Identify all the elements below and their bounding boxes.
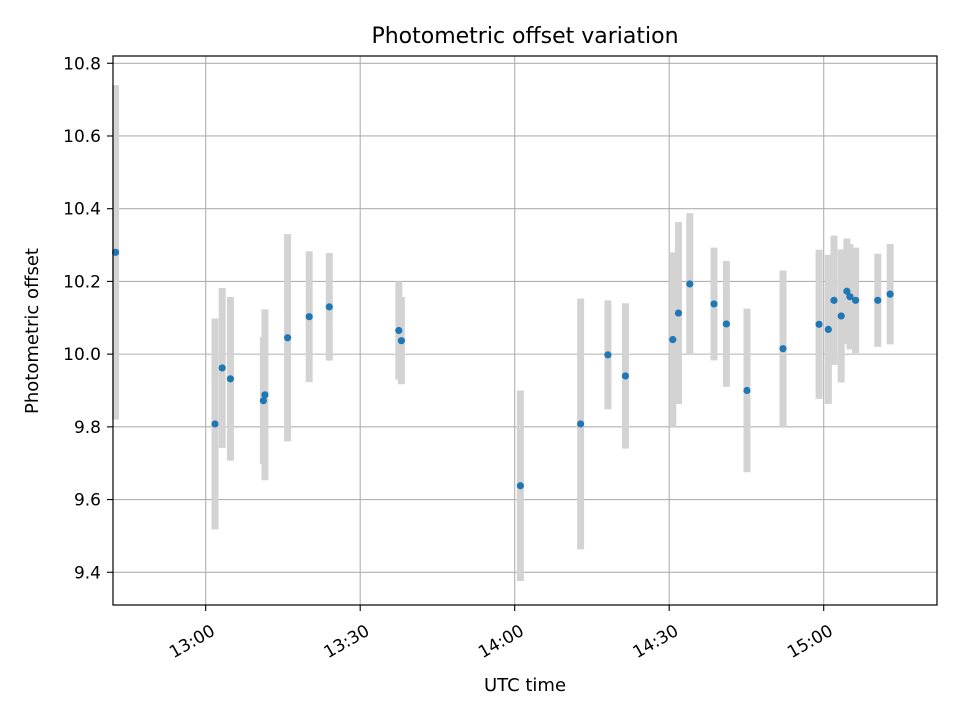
y-tick-label: 10.4: [63, 200, 101, 220]
y-tick-label: 10.8: [63, 54, 101, 74]
data-point: [852, 296, 860, 304]
data-point: [261, 391, 269, 399]
data-point: [846, 293, 854, 301]
x-axis-title: UTC time: [484, 675, 566, 696]
y-tick-label: 10.2: [63, 272, 101, 292]
data-point: [516, 482, 524, 490]
data-point: [824, 325, 832, 334]
grid: [113, 56, 937, 605]
data-point: [686, 280, 694, 288]
data-point: [779, 345, 787, 353]
data-point: [283, 334, 292, 342]
data-point: [577, 420, 585, 428]
data-point: [815, 320, 823, 328]
y-tick-label: 10.6: [63, 127, 101, 147]
y-tick-label: 9.4: [74, 563, 101, 583]
plot-frame: [112, 55, 938, 606]
data-point: [111, 248, 120, 256]
data-point: [722, 320, 730, 328]
y-axis: 9.4 9.6 9.8 10.0 10.2 10.4 10.6 10.8: [63, 54, 113, 583]
data-point: [837, 312, 845, 320]
data-point: [886, 290, 894, 298]
data-point: [259, 397, 267, 405]
data-point: [621, 372, 630, 380]
data-point: [710, 300, 718, 308]
data-point: [830, 296, 838, 304]
data-point: [604, 351, 612, 359]
data-point: [395, 326, 403, 335]
data-point: [226, 375, 235, 383]
data-point: [397, 337, 405, 345]
data-point: [743, 386, 751, 395]
chart-title: Photometric offset variation: [371, 24, 678, 49]
data-point: [305, 313, 313, 321]
data-point: [874, 296, 882, 304]
y-axis-title: Photometric offset: [22, 248, 43, 414]
y-tick-label: 9.6: [74, 491, 101, 511]
y-tick-label: 10.0: [63, 345, 101, 365]
data-point: [674, 309, 683, 317]
data-point: [325, 303, 333, 311]
data-point: [669, 335, 677, 344]
y-tick-label: 9.8: [74, 418, 101, 438]
data-point: [218, 364, 226, 372]
data-points: [111, 248, 894, 490]
data-point: [843, 287, 851, 295]
data-point: [211, 420, 219, 428]
